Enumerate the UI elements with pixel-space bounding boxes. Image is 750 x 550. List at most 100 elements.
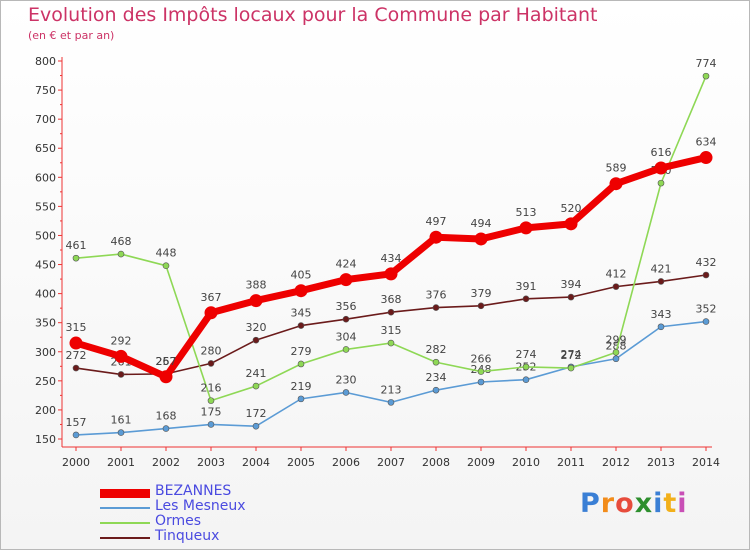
data-point xyxy=(522,363,530,371)
logo-letter: x xyxy=(634,488,654,519)
y-tick-label: 250 xyxy=(35,375,56,388)
data-label: 376 xyxy=(426,289,447,302)
data-label: 315 xyxy=(66,321,87,334)
data-point xyxy=(342,346,350,353)
data-label: 175 xyxy=(201,405,222,418)
data-label: 272 xyxy=(561,349,582,362)
data-point xyxy=(117,371,125,378)
data-point xyxy=(342,389,350,396)
data-point xyxy=(72,364,80,372)
x-tick-label: 2009 xyxy=(467,456,495,469)
data-label: 274 xyxy=(561,348,582,361)
data-point xyxy=(564,217,578,231)
data-label: 774 xyxy=(696,57,717,70)
x-tick-label: 2002 xyxy=(152,456,180,469)
data-label: 234 xyxy=(426,371,447,384)
data-label: 352 xyxy=(696,303,717,316)
data-label: 304 xyxy=(336,330,357,343)
x-tick-label: 2008 xyxy=(422,456,450,469)
legend-label: Tinqueux xyxy=(155,528,220,544)
data-label: 634 xyxy=(696,136,717,149)
legend-label: Les Mesneux xyxy=(155,498,246,514)
data-point xyxy=(432,386,440,394)
y-tick-label: 650 xyxy=(35,142,56,155)
data-label: 494 xyxy=(471,217,492,230)
legend-swatch xyxy=(100,507,150,509)
data-label: 448 xyxy=(156,247,177,260)
data-label: 461 xyxy=(66,239,87,252)
data-point xyxy=(249,294,263,308)
data-point xyxy=(477,302,485,310)
x-tick-label: 2001 xyxy=(107,456,135,469)
data-label: 367 xyxy=(201,291,222,304)
legend-swatch xyxy=(100,522,150,524)
x-tick-label: 2010 xyxy=(512,456,540,469)
chart-subtitle: (en € et par an) xyxy=(28,29,115,42)
data-label: 468 xyxy=(111,235,132,248)
data-point xyxy=(297,360,305,368)
x-tick-label: 2012 xyxy=(602,456,630,469)
data-point xyxy=(609,177,623,191)
x-tick-label: 2005 xyxy=(287,456,315,469)
data-point xyxy=(207,421,215,428)
data-point xyxy=(432,304,440,311)
data-point xyxy=(294,284,308,298)
data-label: 356 xyxy=(336,300,357,313)
data-label: 513 xyxy=(516,206,537,219)
data-point xyxy=(702,271,710,279)
y-tick-label: 700 xyxy=(35,113,56,126)
data-label: 213 xyxy=(381,383,402,396)
data-label: 434 xyxy=(381,252,402,265)
x-tick-label: 2004 xyxy=(242,456,270,469)
data-point xyxy=(522,376,530,383)
proxiti-logo: Proxiti xyxy=(580,488,688,519)
data-point xyxy=(432,358,440,366)
y-tick-label: 200 xyxy=(35,404,56,417)
data-label: 280 xyxy=(201,344,222,357)
data-point xyxy=(114,349,128,363)
x-tick-label: 2006 xyxy=(332,456,360,469)
data-point xyxy=(69,336,83,350)
data-label: 230 xyxy=(336,373,357,386)
data-label: 219 xyxy=(291,380,312,393)
data-label: 299 xyxy=(606,333,627,346)
data-label: 520 xyxy=(561,202,582,215)
x-tick-label: 2011 xyxy=(557,456,585,469)
data-point xyxy=(384,267,398,281)
y-tick-label: 750 xyxy=(35,84,56,97)
data-point xyxy=(72,431,80,439)
data-point xyxy=(387,308,395,316)
logo-letter: o xyxy=(615,488,635,519)
data-label: 288 xyxy=(606,340,627,353)
data-label: 391 xyxy=(516,280,537,293)
data-label: 432 xyxy=(696,256,717,269)
data-point xyxy=(702,318,710,325)
y-tick-label: 450 xyxy=(35,259,56,272)
y-tick-label: 400 xyxy=(35,288,56,301)
chart-title: Evolution des Impôts locaux pour la Comm… xyxy=(28,4,598,26)
y-tick-label: 600 xyxy=(35,171,56,184)
data-label: 394 xyxy=(561,278,582,291)
data-point xyxy=(339,273,353,287)
data-label: 589 xyxy=(606,162,627,175)
legend-label: BEZANNES xyxy=(155,483,232,499)
data-point xyxy=(72,254,80,262)
data-point xyxy=(297,322,305,329)
data-label: 421 xyxy=(651,262,672,275)
y-tick-label: 150 xyxy=(35,433,56,446)
data-label: 379 xyxy=(471,287,492,300)
data-label: 368 xyxy=(381,293,402,306)
y-tick-label: 500 xyxy=(35,229,56,242)
logo-letter: i xyxy=(653,488,664,519)
data-label: 616 xyxy=(651,146,672,159)
data-point xyxy=(252,382,260,390)
data-label: 343 xyxy=(651,308,672,321)
data-point xyxy=(612,355,620,363)
data-label: 157 xyxy=(66,416,87,429)
data-point xyxy=(654,161,668,175)
data-point xyxy=(117,250,125,258)
logo-letter: i xyxy=(677,488,688,519)
data-point xyxy=(387,399,395,406)
data-label: 257 xyxy=(156,355,177,368)
data-point xyxy=(207,360,215,367)
